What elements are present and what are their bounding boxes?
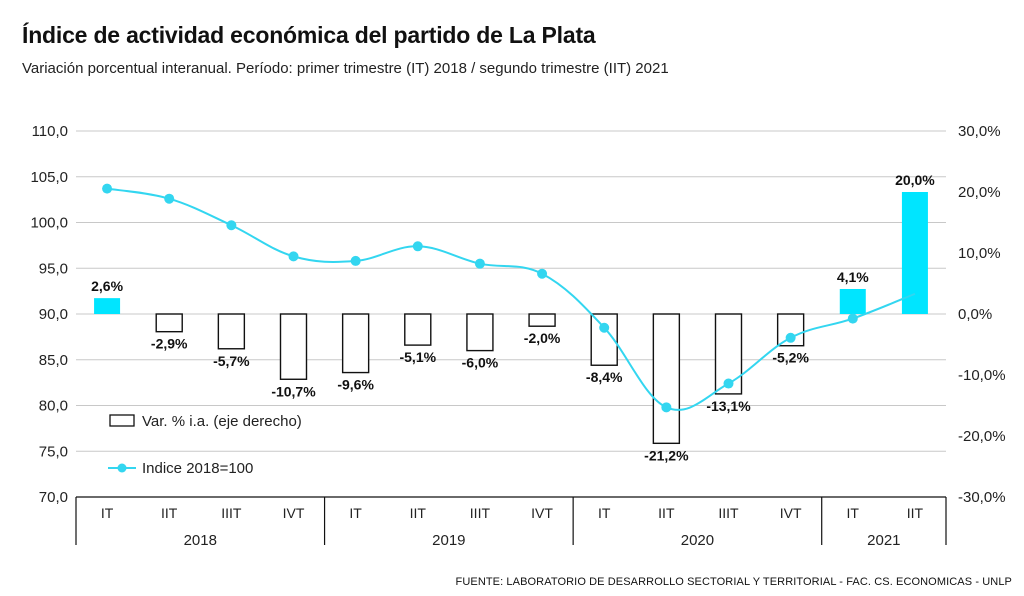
bar <box>528 313 556 327</box>
index-line <box>106 187 916 411</box>
bar-data-labels: 2,6% -2,9% -5,7% -10,7% -9,6% -5,1% -6,0% -2,0%… <box>91 172 935 463</box>
right-tick-label: 20,0% <box>958 184 1001 201</box>
right-axis-ticks: -30,0% -20,0% -10,0% 0,0% 10,0% 20,0% 30,0% <box>958 123 1006 506</box>
year-label: 2018 <box>184 532 217 549</box>
line-point <box>164 193 175 204</box>
line-point <box>723 378 734 389</box>
bar <box>155 313 183 333</box>
x-tick-label: IIIT <box>221 505 242 521</box>
bar-data-label: -2,0% <box>524 330 561 346</box>
left-tick-label: 95,0 <box>39 260 68 277</box>
legend-bar-label: Var. % i.a. (eje derecho) <box>142 413 302 430</box>
bar-data-label: -5,1% <box>399 349 436 365</box>
bar <box>776 313 805 347</box>
grid-lines <box>76 130 946 498</box>
bar-data-label: -21,2% <box>644 447 689 463</box>
line-point <box>661 402 672 413</box>
x-tick-label: IIIT <box>470 505 491 521</box>
x-tick-label: IIT <box>410 505 427 521</box>
year-label: 2019 <box>432 532 465 549</box>
bar-data-label: -8,4% <box>586 369 623 385</box>
x-tick-label: IIT <box>658 505 675 521</box>
legend-line-label: Indice 2018=100 <box>142 460 253 477</box>
line-point <box>288 251 299 262</box>
bar <box>94 298 121 314</box>
bar <box>279 313 308 380</box>
bar-data-label: 20,0% <box>895 172 935 188</box>
legend-line-marker <box>117 463 127 473</box>
x-tick-label: IIIT <box>718 505 739 521</box>
x-tick-label: IT <box>598 505 611 521</box>
year-label: 2021 <box>867 532 900 549</box>
left-tick-label: 100,0 <box>30 215 68 232</box>
line-point <box>599 322 610 333</box>
x-tick-label: IT <box>349 505 362 521</box>
bar-data-label: -5,7% <box>213 353 250 369</box>
bar-data-label: -10,7% <box>271 383 316 399</box>
line-point <box>102 183 113 194</box>
year-label: 2020 <box>681 532 714 549</box>
chart-title: Índice de actividad económica del partid… <box>22 22 596 48</box>
x-tick-label: IVT <box>780 505 802 521</box>
x-tick-label: IVT <box>283 505 305 521</box>
left-tick-label: 75,0 <box>39 443 68 460</box>
x-axis: IT IIT IIIT IVT IT IIT IIIT IVT IT IIT IIIT IVT IT II… <box>75 496 947 549</box>
legend-bar-swatch <box>109 414 135 427</box>
left-axis-ticks: 70,0 75,0 80,0 85,0 90,0 95,0 100,0 105,0 110,0 <box>30 123 68 506</box>
bar-data-label: -13,1% <box>706 398 751 414</box>
bar-data-label: -2,9% <box>151 336 188 352</box>
x-tick-label: IT <box>101 505 114 521</box>
bar-series <box>94 192 928 445</box>
chart-subtitle: Variación porcentual interanual. Período… <box>22 60 669 77</box>
left-tick-label: 70,0 <box>39 489 68 506</box>
bar <box>901 192 928 314</box>
bar-data-label: 4,1% <box>837 269 869 285</box>
line-series <box>102 183 916 413</box>
left-tick-label: 105,0 <box>30 169 68 186</box>
left-tick-label: 90,0 <box>39 306 68 323</box>
bar <box>341 313 370 374</box>
right-tick-label: 30,0% <box>958 123 1001 140</box>
right-tick-label: 0,0% <box>958 306 992 323</box>
line-point <box>412 241 423 252</box>
legend: Var. % i.a. (eje derecho) Indice 2018=10… <box>108 413 302 477</box>
right-tick-label: -20,0% <box>958 428 1006 445</box>
bar <box>839 288 866 314</box>
left-tick-label: 80,0 <box>39 398 68 415</box>
line-point <box>350 255 361 266</box>
bar <box>652 313 681 445</box>
x-tick-label: IT <box>847 505 860 521</box>
line-point <box>474 258 485 269</box>
x-tick-label: IIT <box>161 505 178 521</box>
source-note: FUENTE: LABORATORIO DE DESARROLLO SECTOR… <box>455 576 1012 588</box>
line-point <box>785 332 796 343</box>
bar-data-label: -5,2% <box>772 350 809 366</box>
bar <box>217 313 246 350</box>
bar-data-label: -9,6% <box>337 377 374 393</box>
right-tick-label: 10,0% <box>958 245 1001 262</box>
line-point <box>847 313 858 324</box>
left-tick-label: 85,0 <box>39 352 68 369</box>
line-point <box>537 268 548 279</box>
right-tick-label: -10,0% <box>958 367 1006 384</box>
bar-data-label: -6,0% <box>462 355 499 371</box>
bar <box>404 313 432 346</box>
left-tick-label: 110,0 <box>32 123 68 140</box>
line-point <box>226 220 237 231</box>
bar-data-label: 2,6% <box>91 278 123 294</box>
bar <box>466 313 494 352</box>
x-tick-label: IIT <box>907 505 924 521</box>
right-tick-label: -30,0% <box>958 489 1006 506</box>
x-tick-label: IVT <box>531 505 553 521</box>
